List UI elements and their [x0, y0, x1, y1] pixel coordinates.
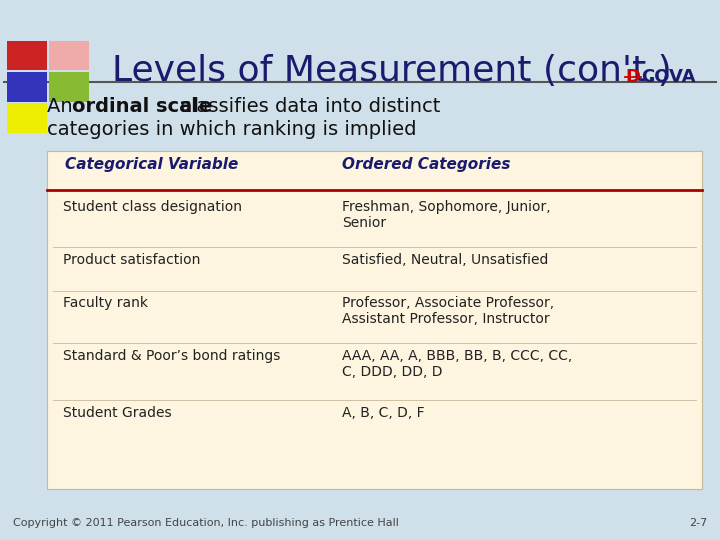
Text: Professor, Associate Professor,
Assistant Professor, Instructor: Professor, Associate Professor, Assistan…: [342, 296, 554, 326]
Text: Levels of Measurement (con't.): Levels of Measurement (con't.): [112, 54, 671, 88]
FancyBboxPatch shape: [49, 72, 89, 102]
Text: Copyright © 2011 Pearson Education, Inc. publishing as Prentice Hall: Copyright © 2011 Pearson Education, Inc.…: [13, 518, 399, 528]
Text: An: An: [47, 97, 78, 116]
Text: ordinal scale: ordinal scale: [72, 97, 212, 116]
Text: Satisfied, Neutral, Unsatisfied: Satisfied, Neutral, Unsatisfied: [342, 253, 549, 267]
Text: Freshman, Sophomore, Junior,
Senior: Freshman, Sophomore, Junior, Senior: [342, 200, 551, 230]
Text: COVA: COVA: [642, 68, 696, 85]
Text: Categorical Variable: Categorical Variable: [65, 157, 238, 172]
Text: Student class designation: Student class designation: [63, 200, 242, 214]
Text: Ordered Categories: Ordered Categories: [342, 157, 510, 172]
Text: Student Grades: Student Grades: [63, 406, 171, 420]
Text: AAA, AA, A, BBB, BB, B, CCC, CC,
C, DDD, DD, D: AAA, AA, A, BBB, BB, B, CCC, CC, C, DDD,…: [342, 349, 572, 379]
Text: classifies data into distinct: classifies data into distinct: [174, 97, 441, 116]
Text: A, B, C, D, F: A, B, C, D, F: [342, 406, 425, 420]
FancyBboxPatch shape: [7, 72, 47, 102]
Text: Product satisfaction: Product satisfaction: [63, 253, 200, 267]
FancyBboxPatch shape: [47, 151, 702, 489]
FancyBboxPatch shape: [7, 40, 47, 70]
Text: 2-7: 2-7: [689, 518, 707, 528]
FancyBboxPatch shape: [49, 40, 89, 70]
Text: D: D: [625, 68, 640, 85]
FancyBboxPatch shape: [7, 103, 47, 133]
Text: Standard & Poor’s bond ratings: Standard & Poor’s bond ratings: [63, 349, 280, 363]
Text: Faculty rank: Faculty rank: [63, 296, 148, 310]
Text: categories in which ranking is implied: categories in which ranking is implied: [47, 120, 416, 139]
